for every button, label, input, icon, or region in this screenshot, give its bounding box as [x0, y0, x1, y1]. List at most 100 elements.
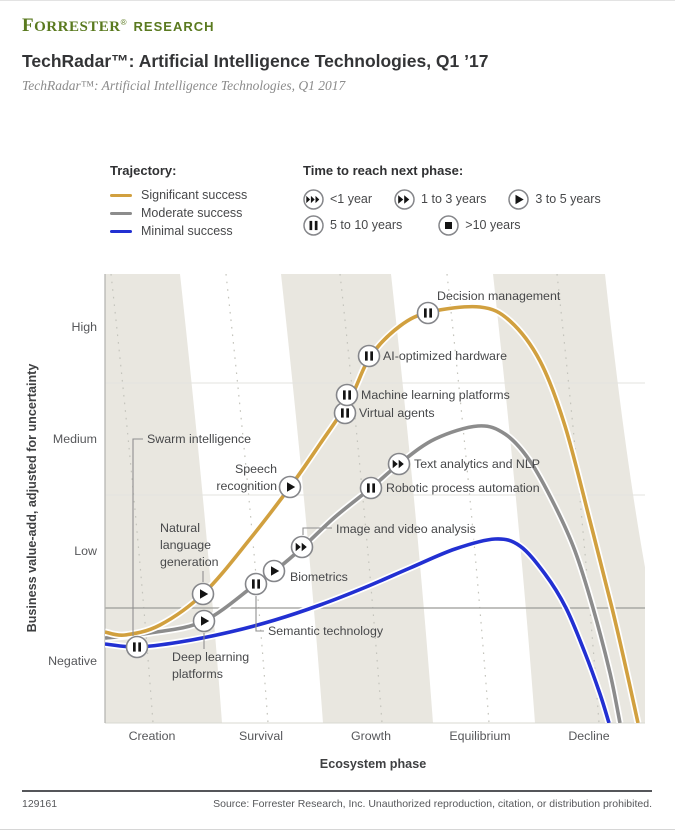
tech-robotic-process-automation: Robotic process automation — [359, 476, 540, 500]
curve-minimal — [105, 537, 611, 723]
tech-machine-learning-platforms-icon — [335, 383, 359, 407]
phase-center-dotted-line — [339, 274, 383, 723]
x-axis-label-decline: Decline — [568, 729, 609, 743]
time-label: <1 year — [330, 192, 373, 206]
play3-icon — [303, 188, 324, 210]
x-axis-label-growth: Growth — [351, 729, 391, 743]
tech-biometrics-icon — [262, 559, 286, 583]
y-axis-label-low: Low — [74, 544, 97, 558]
pause-icon — [303, 214, 324, 236]
time-label: 3 to 5 years — [535, 192, 601, 206]
phase-center-dotted-line — [110, 274, 154, 723]
forrester-research-logo: FORRESTER® RESEARCH — [22, 15, 215, 37]
tech-image-and-video-analysis: Image and video analysis — [290, 522, 476, 559]
trajectory-label: Moderate success — [141, 206, 243, 220]
play2-icon — [394, 188, 415, 210]
phase-center-dotted-line — [446, 274, 490, 723]
page-title: TechRadar™: Artificial Intelligence Tech… — [22, 51, 489, 71]
document-number: 129161 — [22, 798, 58, 810]
tech-text-analytics-and-nlp: Text analytics and NLP — [387, 452, 540, 476]
time-legend-row: 5 to 10 years >10 years — [303, 212, 623, 238]
time-legend-item: <1 year — [303, 188, 373, 210]
tech-semantic-technology-label: Semantic technology — [268, 624, 384, 638]
tech-image-and-video-analysis-icon — [290, 535, 314, 559]
registered-mark-icon: ® — [120, 18, 127, 27]
trajectory-legend-item-significant: Significant success — [110, 186, 247, 204]
time-legend-title: Time to reach next phase: — [303, 163, 464, 178]
tech-machine-learning-platforms: Machine learning platforms — [335, 383, 510, 407]
tech-swarm-intelligence-connector — [132, 438, 143, 636]
trajectory-legend-item-minimal: Minimal success — [110, 222, 247, 240]
tech-ai-optimized-hardware: AI-optimized hardware — [357, 344, 507, 368]
play1-icon — [508, 188, 530, 210]
trajectory-label: Significant success — [141, 188, 248, 202]
tech-speech-recognition-icon — [278, 475, 302, 499]
tech-natural-language-generation-label: Natural language generation — [160, 521, 219, 569]
time-legend-item: 1 to 3 years — [394, 188, 487, 210]
phase-center-dotted-line — [225, 274, 269, 723]
logo-research: RESEARCH — [133, 19, 215, 34]
tech-semantic-technology: Semantic technology — [244, 572, 384, 638]
tech-swarm-intelligence-label: Swarm intelligence — [147, 432, 251, 446]
tech-text-analytics-and-nlp-icon — [387, 452, 411, 476]
y-axis-label-high: High — [72, 320, 98, 334]
trajectory-legend: Trajectory: Significant success Moderate… — [110, 163, 247, 240]
trajectory-swatch-moderate — [110, 211, 132, 215]
time-legend-item: >10 years — [438, 214, 521, 236]
tech-speech-recognition-label: Speech recognition — [216, 462, 277, 493]
tech-robotic-process-automation-icon — [359, 476, 383, 500]
phase-band — [493, 274, 645, 723]
tech-deep-learning-platforms: Deep learning platforms — [172, 609, 249, 681]
time-legend-row: <1 year 1 to 3 years 3 to 5 years — [303, 186, 623, 212]
tech-machine-learning-platforms-label: Machine learning platforms — [361, 388, 510, 402]
tech-biometrics: Biometrics — [262, 559, 348, 584]
trajectory-swatch-significant — [110, 193, 132, 197]
trajectory-legend-item-moderate: Moderate success — [110, 204, 247, 222]
time-label: 5 to 10 years — [330, 218, 403, 232]
page-subtitle: TechRadar™: Artificial Intelligence Tech… — [22, 78, 346, 93]
x-axis-label-equilibrium: Equilibrium — [449, 729, 510, 743]
tech-decision-management-label: Decision management — [437, 289, 561, 303]
tech-swarm-intelligence: Swarm intelligence — [125, 432, 251, 659]
tech-speech-recognition: Speech recognition — [216, 462, 302, 499]
time-legend: Time to reach next phase: <1 year 1 to 3… — [303, 163, 623, 238]
tech-ai-optimized-hardware-icon — [357, 344, 381, 368]
tech-text-analytics-and-nlp-label: Text analytics and NLP — [414, 457, 540, 471]
phase-band — [105, 274, 222, 723]
tech-robotic-process-automation-label: Robotic process automation — [386, 481, 540, 495]
tech-swarm-intelligence-icon — [125, 635, 149, 659]
trajectory-legend-items: Significant success Moderate success Min… — [110, 186, 247, 240]
trajectory-legend-title: Trajectory: — [110, 163, 177, 178]
tech-biometrics-label: Biometrics — [290, 570, 348, 584]
trajectory-label: Minimal success — [141, 224, 233, 238]
time-legend-item: 5 to 10 years — [303, 214, 403, 236]
trajectory-swatch-minimal — [110, 229, 132, 233]
y-axis-label-medium: Medium — [53, 432, 97, 446]
phase-bands — [105, 274, 645, 723]
tech-decision-management-icon — [416, 301, 440, 325]
footer: 129161 Source: Forrester Research, Inc. … — [22, 790, 652, 810]
tech-semantic-technology-icon — [244, 572, 268, 596]
tech-virtual-agents-label: Virtual agents — [359, 406, 435, 420]
time-legend-rows: <1 year 1 to 3 years 3 to 5 years 5 to 1… — [303, 186, 623, 238]
tech-ai-optimized-hardware-label: AI-optimized hardware — [383, 349, 507, 363]
tech-image-and-video-analysis-label: Image and video analysis — [336, 522, 476, 536]
tech-decision-management: Decision management — [416, 289, 561, 325]
tech-image-and-video-analysis-connector — [302, 527, 332, 535]
x-axis-label-creation: Creation — [129, 729, 176, 743]
stop-icon — [438, 214, 460, 236]
tech-natural-language-generation-icon — [191, 582, 215, 606]
tech-deep-learning-platforms-label: Deep learning platforms — [172, 650, 249, 681]
phase-center-dotted-line — [556, 274, 600, 723]
tech-natural-language-generation: Natural language generation — [160, 521, 219, 606]
tech-semantic-technology-connector — [255, 596, 264, 632]
time-label: 1 to 3 years — [421, 192, 487, 206]
time-label: >10 years — [465, 218, 521, 232]
time-legend-item: 3 to 5 years — [508, 188, 601, 210]
y-axis-title: Business value-add, adjusted for uncerta… — [25, 364, 39, 633]
x-axis-title: Ecosystem phase — [320, 757, 426, 771]
y-axis-label-negative: Negative — [48, 654, 97, 668]
tech-virtual-agents: Virtual agents — [333, 401, 435, 425]
